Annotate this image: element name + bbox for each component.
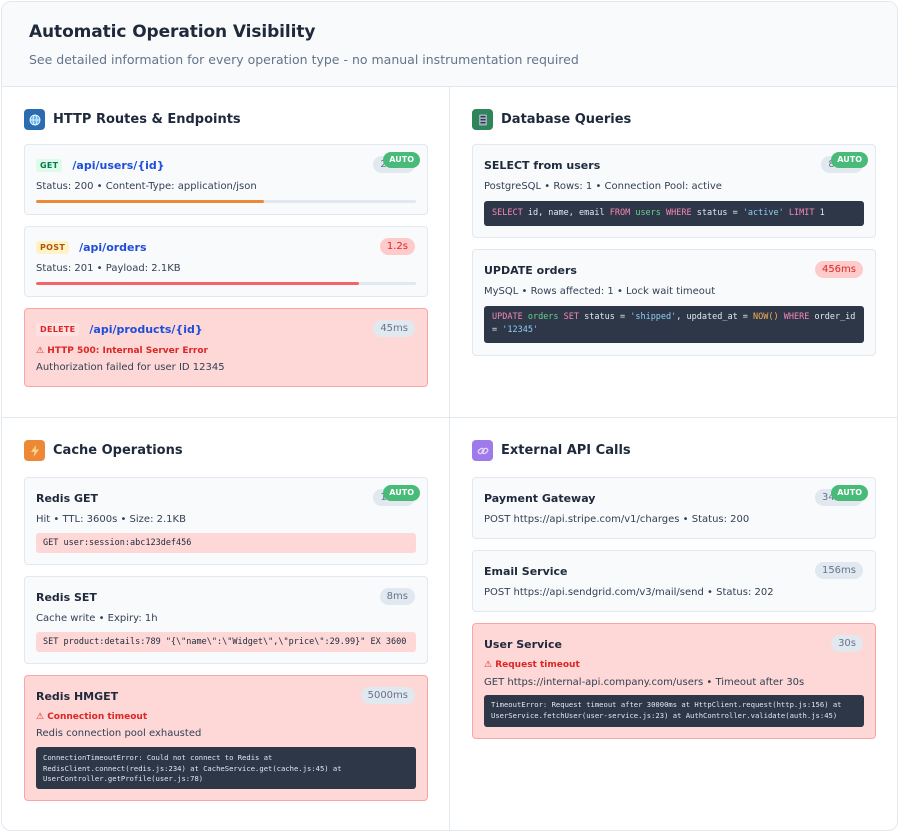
latency-bar	[36, 200, 416, 203]
external-api-section-title: External API Calls	[501, 443, 631, 458]
card-detail: Authorization failed for user ID 12345	[36, 362, 225, 373]
globe-icon	[24, 109, 45, 130]
card-detail: POST https://api.sendgrid.com/v3/mail/se…	[484, 587, 774, 598]
http-card-get-users[interactable]: GET /api/users/{id} 23ms AUTO Status: 20…	[24, 144, 428, 215]
http-section: HTTP Routes & Endpoints GET /api/users/{…	[2, 87, 450, 418]
cache-section-header: Cache Operations	[24, 440, 183, 461]
duration-badge: 8ms	[379, 588, 415, 605]
http-card-delete-products[interactable]: DELETE /api/products/{id} 45ms ⚠ HTTP 50…	[24, 308, 428, 387]
cache-section-title: Cache Operations	[53, 443, 183, 458]
card-detail: POST https://api.stripe.com/v1/charges •…	[484, 514, 750, 525]
duration-badge: 456ms	[814, 261, 863, 278]
error-message: ⚠ HTTP 500: Internal Server Error	[36, 346, 208, 356]
card-title: Payment Gateway	[484, 492, 596, 505]
database-section-title: Database Queries	[501, 112, 632, 127]
card-detail: Cache write • Expiry: 1h	[36, 613, 158, 624]
stack-trace: TimeoutError: Request timeout after 3000…	[484, 695, 864, 727]
card-detail: Hit • TTL: 3600s • Size: 2.1KB	[36, 514, 186, 525]
stack-trace: ConnectionTimeoutError: Could not connec…	[36, 747, 416, 789]
route-path: /api/products/{id}	[89, 323, 203, 336]
http-card-post-orders[interactable]: POST /api/orders 1.2s Status: 201 • Payl…	[24, 226, 428, 297]
card-title: Redis GET	[36, 492, 98, 505]
route-path: /api/orders	[79, 241, 147, 254]
sql-query: SELECT id, name, email FROM users WHERE …	[484, 201, 864, 226]
duration-badge: 45ms	[373, 320, 415, 337]
api-card-payment-gateway[interactable]: Payment Gateway 342ms AUTO POST https://…	[472, 477, 876, 539]
latency-bar	[36, 282, 416, 285]
method-badge: DELETE	[36, 323, 80, 336]
duration-badge: 1.2s	[379, 238, 415, 255]
redis-command: SET product:details:789 "{\"name\":\"Wid…	[36, 632, 416, 652]
duration-badge: 30s	[831, 635, 863, 652]
duration-badge: 5000ms	[360, 687, 415, 704]
http-section-header: HTTP Routes & Endpoints	[24, 109, 241, 130]
latency-bar-fill	[36, 282, 359, 285]
error-message: ⚠ Connection timeout	[36, 712, 148, 722]
cache-card-redis-hmget[interactable]: Redis HMGET 5000ms ⚠ Connection timeout …	[24, 675, 428, 801]
sql-query: UPDATE orders SET status = 'shipped', up…	[484, 306, 864, 343]
http-section-title: HTTP Routes & Endpoints	[53, 112, 241, 127]
method-badge: GET	[36, 159, 63, 172]
external-api-section: External API Calls Payment Gateway 342ms…	[450, 418, 897, 830]
card-title: Email Service	[484, 565, 568, 578]
database-icon	[472, 109, 493, 130]
card-detail: Status: 201 • Payload: 2.1KB	[36, 263, 181, 274]
link-icon	[472, 440, 493, 461]
auto-badge: AUTO	[383, 152, 420, 168]
db-card-update-orders[interactable]: UPDATE orders 456ms MySQL • Rows affecte…	[472, 249, 876, 356]
database-section-header: Database Queries	[472, 109, 631, 130]
card-title: Redis SET	[36, 591, 97, 604]
page-subtitle: See detailed information for every opera…	[29, 52, 579, 67]
card-title: User Service	[484, 638, 562, 651]
lightning-icon	[24, 440, 45, 461]
card-title: UPDATE orders	[484, 264, 577, 277]
route-path: /api/users/{id}	[72, 159, 165, 172]
cache-section: Cache Operations Redis GET 12ms AUTO Hit…	[2, 418, 450, 830]
cache-card-redis-get[interactable]: Redis GET 12ms AUTO Hit • TTL: 3600s • S…	[24, 477, 428, 565]
method-badge: POST	[36, 241, 70, 254]
page-title: Automatic Operation Visibility	[29, 22, 316, 42]
duration-badge: 156ms	[814, 562, 863, 579]
latency-bar-fill	[36, 200, 264, 203]
db-card-select-users[interactable]: SELECT from users 89ms AUTO PostgreSQL •…	[472, 144, 876, 238]
panel-header: Automatic Operation Visibility See detai…	[2, 2, 897, 87]
error-message: ⚠ Request timeout	[484, 660, 580, 670]
api-card-user-service[interactable]: User Service 30s ⚠ Request timeout GET h…	[472, 623, 876, 739]
cache-card-redis-set[interactable]: Redis SET 8ms Cache write • Expiry: 1h S…	[24, 576, 428, 664]
api-card-email-service[interactable]: Email Service 156ms POST https://api.sen…	[472, 550, 876, 612]
card-detail: GET https://internal-api.company.com/use…	[484, 677, 805, 688]
card-title: Redis HMGET	[36, 690, 119, 703]
card-detail: PostgreSQL • Rows: 1 • Connection Pool: …	[484, 181, 722, 192]
auto-badge: AUTO	[831, 152, 868, 168]
card-detail: MySQL • Rows affected: 1 • Lock wait tim…	[484, 286, 716, 297]
external-api-section-header: External API Calls	[472, 440, 631, 461]
auto-badge: AUTO	[831, 485, 868, 501]
auto-badge: AUTO	[383, 485, 420, 501]
redis-command: GET user:session:abc123def456	[36, 533, 416, 553]
database-section: Database Queries SELECT from users 89ms …	[450, 87, 897, 418]
card-title: SELECT from users	[484, 159, 601, 172]
card-detail: Redis connection pool exhausted	[36, 728, 202, 739]
card-detail: Status: 200 • Content-Type: application/…	[36, 181, 257, 192]
